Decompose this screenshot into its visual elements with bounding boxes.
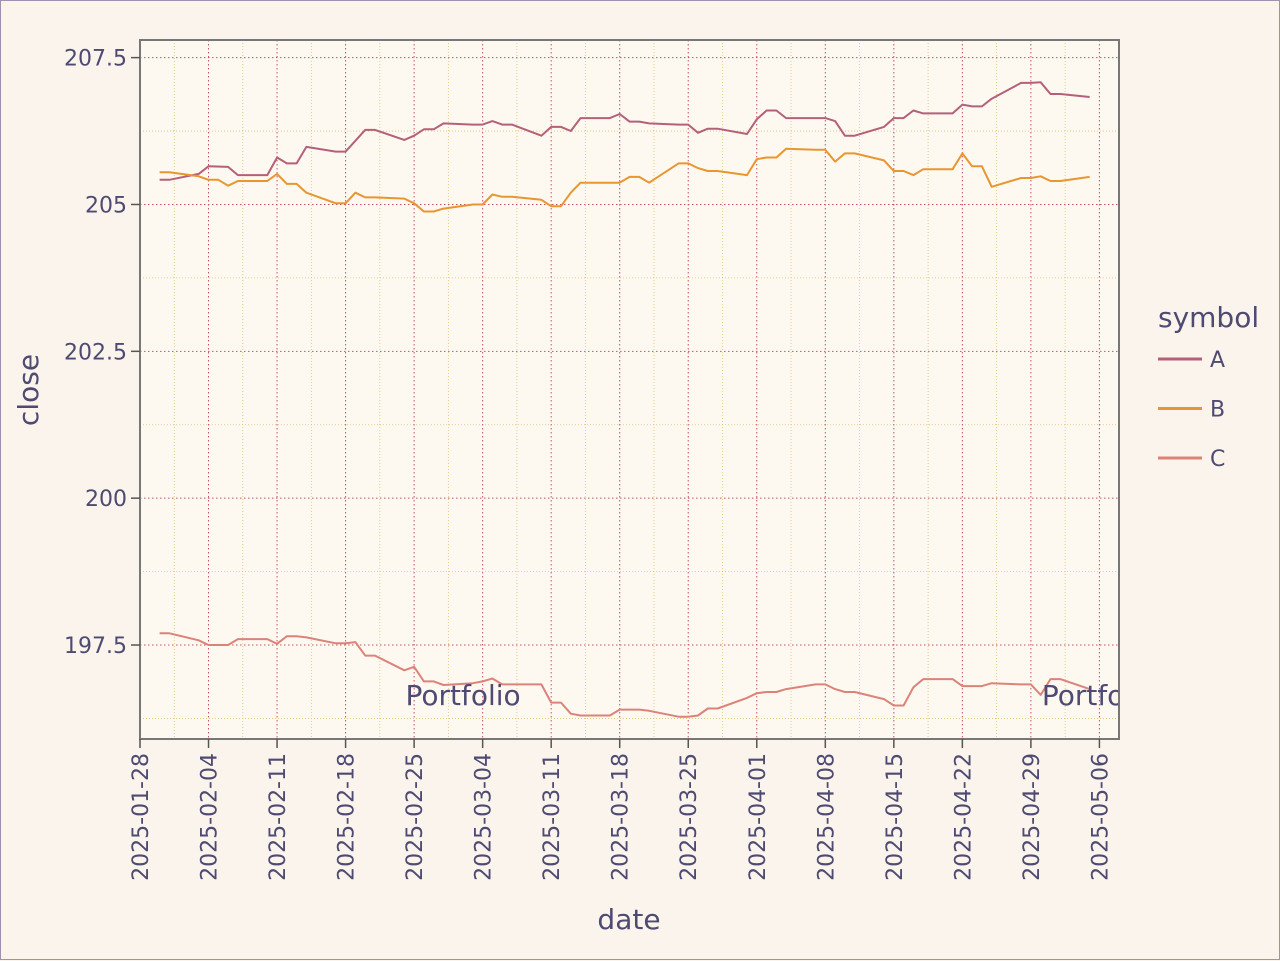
x-tick-label: 2025-03-25: [677, 753, 702, 881]
legend-title: symbol: [1158, 301, 1259, 334]
x-tick-label: 2025-02-11: [266, 753, 291, 881]
minor-grid: [140, 40, 1119, 739]
series-layer: [159, 81, 1090, 718]
annotation-label: Portfolio: [405, 679, 520, 712]
y-tick-label: 207.5: [64, 47, 127, 72]
y-tick-label: 197.5: [64, 634, 127, 659]
x-tick-label: 2025-04-01: [746, 753, 771, 881]
x-tick-label: 2025-04-29: [1020, 753, 1045, 881]
x-tick-label: 2025-04-22: [951, 753, 976, 881]
x-tick-label: 2025-04-08: [814, 753, 839, 881]
legend-label-B: B: [1210, 398, 1225, 423]
legend: symbol ABC: [1158, 301, 1259, 472]
y-axis-label: close: [12, 354, 45, 426]
x-tick-label: 2025-03-18: [609, 753, 634, 881]
y-tick-label: 202.5: [64, 340, 127, 365]
plot-border: [139, 39, 1120, 740]
y-tick-label: 205: [85, 193, 127, 218]
x-tick-label: 2025-05-06: [1088, 753, 1113, 881]
x-tick-label: 2025-02-25: [403, 753, 428, 881]
x-axis-ticks: 2025-01-28 2025-02-04 2025-02-11 2025-02-18…: [129, 739, 1113, 881]
y-axis-ticks: 197.5 200 202.5 205 207.5: [64, 47, 140, 659]
major-grid: [139, 40, 1119, 739]
series-line-B: [159, 147, 1090, 213]
x-tick-label: 2025-03-11: [540, 753, 565, 881]
x-tick-label: 2025-03-04: [472, 753, 497, 881]
x-axis-label: date: [597, 903, 660, 936]
x-tick-label: 2025-04-15: [883, 753, 908, 881]
x-tick-label: 2025-02-04: [198, 753, 223, 881]
x-tick-label: 2025-01-28: [129, 753, 154, 881]
series-line-A: [159, 81, 1090, 181]
plot-panel: [140, 40, 1119, 739]
legend-label-A: A: [1210, 348, 1225, 373]
y-tick-label: 200: [85, 487, 127, 512]
x-tick-label: 2025-02-18: [335, 753, 360, 881]
annotation-layer: Portfolio Portfolio: [405, 679, 1157, 712]
annotation-label: Portfolio: [1042, 679, 1157, 712]
legend-label-C: C: [1210, 447, 1225, 472]
series-line-C: [159, 632, 1090, 718]
